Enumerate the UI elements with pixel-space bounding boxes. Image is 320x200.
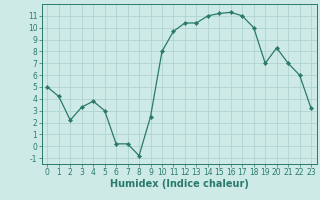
- X-axis label: Humidex (Indice chaleur): Humidex (Indice chaleur): [110, 179, 249, 189]
